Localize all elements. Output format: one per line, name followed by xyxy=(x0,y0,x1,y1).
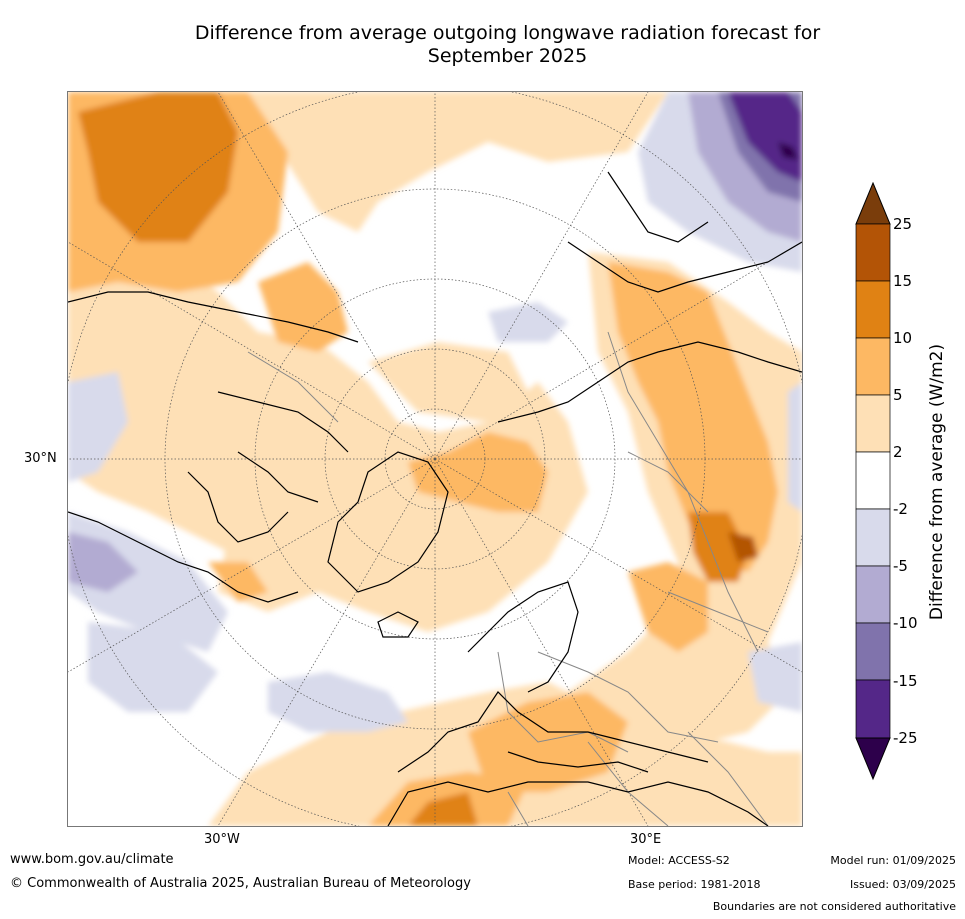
anomaly-region-dark-orange xyxy=(408,792,478,826)
title-line-2: September 2025 xyxy=(427,45,588,67)
colorbar-tick-label: 5 xyxy=(893,386,903,404)
siberia-coast xyxy=(567,241,802,293)
colorbar-segment-10-15 xyxy=(855,280,891,339)
title-line-1: Difference from average outgoing longwav… xyxy=(194,22,821,44)
arctic-russia-coast xyxy=(497,341,802,423)
colorbar-segment-15-25 xyxy=(855,223,891,282)
scandinavia-coast xyxy=(467,581,579,693)
colorbar-tick-label: 15 xyxy=(893,272,913,290)
colorbar-tick-label: -25 xyxy=(893,729,918,747)
anomaly-region-light-purple xyxy=(68,372,128,482)
base-period: Base period: 1981-2018 xyxy=(628,878,761,891)
anomaly-region-light-purple xyxy=(88,622,218,712)
colorbar-tick-label: -2 xyxy=(893,500,908,518)
anomaly-region-orange xyxy=(258,262,348,352)
lon-label-30e: 30°E xyxy=(630,832,662,847)
chart-title: Difference from average outgoing longwav… xyxy=(80,22,935,68)
model-name: Model: ACCESS-S2 xyxy=(628,854,730,867)
website-link[interactable]: www.bom.gov.au/climate xyxy=(10,852,174,867)
anomaly-region-light-purple xyxy=(788,382,802,512)
colorbar-segment-minus15-minus25 xyxy=(855,679,891,739)
anomaly-region-orange xyxy=(208,562,268,602)
colorbar-title: Difference from average (W/m2) xyxy=(927,343,947,621)
colorbar-top-arrow xyxy=(855,182,891,225)
colorbar-segment-minus10-minus15 xyxy=(855,622,891,681)
issued-date: Issued: 03/09/2025 xyxy=(849,878,956,891)
anomaly-region-orange xyxy=(468,692,628,792)
colorbar-segment-5-10 xyxy=(855,337,891,396)
lon-label-30w: 30°W xyxy=(204,832,240,847)
model-run-date: Model run: 01/09/2025 xyxy=(830,854,956,867)
colorbar-tick-label: -10 xyxy=(893,614,918,632)
anomaly-region-deep-purple xyxy=(728,92,802,182)
anomaly-region-light-orange xyxy=(68,92,668,232)
colorbar-tick-label: -15 xyxy=(893,672,918,690)
anomaly-region-brown xyxy=(728,532,758,562)
boundaries-disclaimer: Boundaries are not considered authoritat… xyxy=(712,900,956,913)
europe-coast xyxy=(397,691,709,773)
anomaly-region-purple xyxy=(68,532,138,592)
colorbar xyxy=(855,182,891,781)
asia-east-coast xyxy=(607,171,709,243)
anomaly-region-light-purple xyxy=(748,642,802,712)
colorbar-tick-label: 10 xyxy=(893,329,913,347)
colorbar-tick-label: -5 xyxy=(893,557,908,575)
canadian-archipelago-coast xyxy=(217,391,349,503)
hudson-bay-coast xyxy=(187,471,289,543)
anomaly-region-deepest-purple xyxy=(778,142,798,160)
colorbar-segment-neutral xyxy=(855,451,891,510)
north-america-coast xyxy=(68,291,359,603)
copyright-text: © Commonwealth of Australia 2025, Austra… xyxy=(10,876,471,891)
anomaly-region-orange xyxy=(628,562,708,652)
colorbar-bottom-arrow xyxy=(855,737,891,781)
mediterranean-coast xyxy=(507,751,649,773)
colorbar-segment-2-5 xyxy=(855,394,891,453)
iceland-coast xyxy=(377,611,419,638)
lat-label-30n: 30°N xyxy=(24,451,57,466)
anomaly-region-orange xyxy=(608,262,778,572)
coastlines-layer xyxy=(68,171,802,826)
anomaly-region-light-orange xyxy=(368,342,528,422)
anomaly-region-light-purple xyxy=(488,302,568,342)
colorbar-segment-minus2-minus5 xyxy=(855,508,891,567)
colorbar-tick-label: 2 xyxy=(893,443,903,461)
anomaly-region-dark-orange xyxy=(78,92,238,242)
colorbar-segment-minus5-minus10 xyxy=(855,565,891,624)
anomaly-region-orange xyxy=(408,432,548,512)
greenland-coast xyxy=(327,451,449,593)
polar-map[interactable] xyxy=(67,91,803,827)
colorbar-tick-label: 25 xyxy=(893,215,913,233)
graticule-layer xyxy=(68,92,802,826)
anomaly-region-light-orange xyxy=(68,242,588,632)
africa-coast xyxy=(387,781,769,826)
anomaly-region-light-purple xyxy=(268,672,408,732)
map-canvas xyxy=(68,92,802,826)
